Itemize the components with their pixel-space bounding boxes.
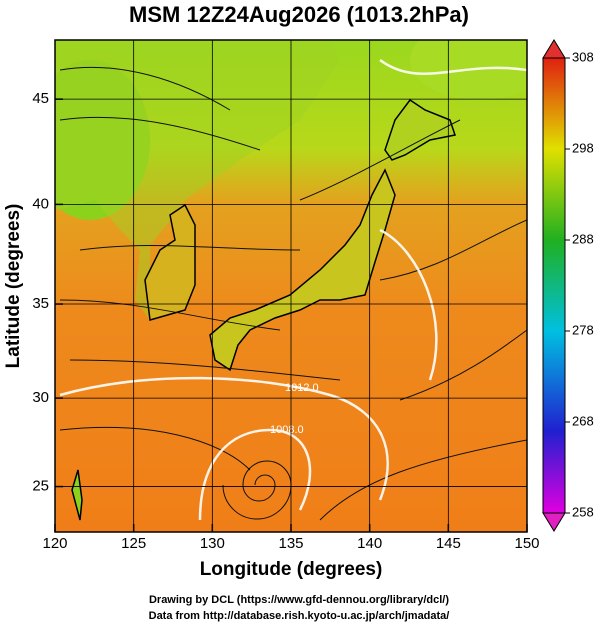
colorbar-tick-label: 268 — [572, 413, 594, 428]
land — [55, 40, 340, 320]
colorbar-tick-label: 298 — [572, 140, 594, 155]
streamlines — [59, 66, 527, 521]
grid — [55, 40, 527, 532]
isobar-label: 1008.0 — [270, 424, 304, 436]
map-area: 1012.0 1008.0 — [55, 40, 527, 532]
isobars — [59, 58, 527, 521]
x-tick-label: 125 — [121, 535, 146, 552]
x-tick-label: 140 — [357, 535, 382, 552]
colorbar-tick-label: 288 — [572, 231, 594, 246]
x-tick-label: 130 — [200, 535, 225, 552]
colorbar-extend — [542, 512, 566, 532]
credit: Drawing by DCL (https://www.gfd-dennou.o… — [149, 594, 449, 606]
x-tick-label: 135 — [278, 535, 303, 552]
colorbar-tick-label: 278 — [572, 322, 594, 337]
colorbar — [542, 57, 566, 514]
y-tick-label: 40 — [32, 195, 49, 212]
coastline — [384, 98, 456, 161]
x-tick-label: 145 — [436, 535, 461, 552]
y-tick-label: 30 — [32, 389, 49, 406]
title: MSM 12Z24Aug2026 (1013.2hPa) — [129, 2, 469, 27]
y-axis-label: Latitude (degrees) — [3, 204, 24, 369]
y-tick-label: 25 — [32, 478, 49, 495]
coastline — [209, 168, 396, 372]
y-tick-label: 45 — [32, 90, 49, 107]
x-tick-label: 120 — [42, 535, 67, 552]
colorbar-tick-label: 258 — [572, 504, 594, 519]
credit: Data from http://database.rish.kyoto-u.a… — [149, 610, 450, 622]
x-tick-label: 150 — [514, 535, 539, 552]
cool-area — [410, 40, 527, 100]
colorbar-tick-label: 308 — [572, 49, 594, 64]
coastline — [144, 203, 196, 321]
x-axis-label: Longitude (degrees) — [200, 559, 383, 580]
y-tick-label: 35 — [32, 295, 49, 312]
colorbar-extend — [542, 39, 566, 59]
coastline — [71, 469, 83, 521]
isobar-label: 1012.0 — [285, 382, 319, 394]
